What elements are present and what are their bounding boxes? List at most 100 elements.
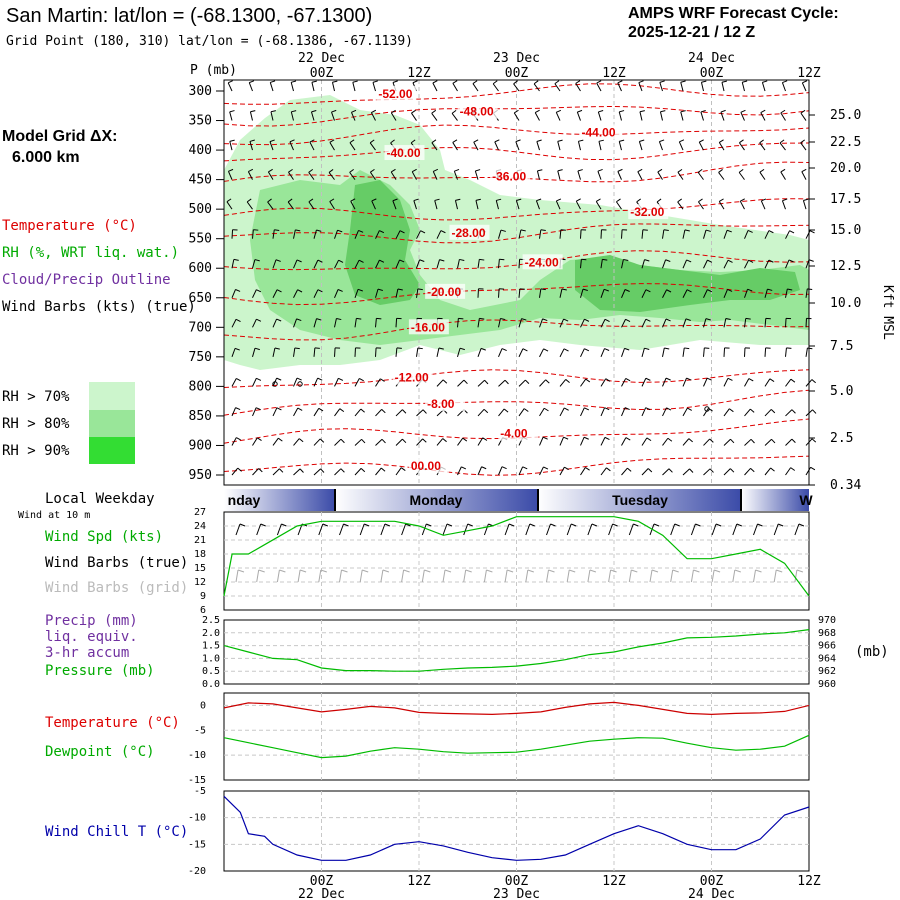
wind-barb [226, 198, 233, 210]
barb-flag [760, 109, 766, 114]
barb-staff [744, 259, 750, 269]
grid-barb [504, 569, 508, 583]
barb-staff [662, 468, 670, 476]
wind-barb [352, 80, 358, 92]
barb-flag [617, 80, 623, 84]
barb-staff [621, 467, 628, 476]
isotherm-line [223, 283, 810, 306]
barb-flag [665, 377, 671, 381]
barb-flag [336, 318, 342, 321]
barb-flag [329, 139, 335, 143]
wind-barb [334, 289, 343, 298]
barb-flag [698, 198, 703, 203]
legend-wind-barbs-grid: Wind Barbs (grid) [45, 580, 188, 596]
barb-flag [391, 109, 396, 114]
barb-staff [618, 111, 622, 121]
barb-staff [785, 230, 791, 239]
barb-flag [540, 229, 546, 232]
height-tick-label: 25.0 [830, 108, 861, 123]
wind-barb [267, 198, 274, 210]
barb-flag [597, 168, 603, 172]
barb-flag [665, 318, 671, 322]
barb-staff [269, 82, 274, 92]
barb-staff [598, 141, 602, 151]
wind-barb [744, 438, 755, 446]
barb-staff [785, 467, 792, 476]
barb-flag [561, 288, 567, 291]
wind-barb [452, 80, 458, 92]
barb-flag [276, 407, 282, 411]
barb-staff [518, 318, 522, 328]
surface-barb [753, 523, 758, 536]
barb-staff [723, 378, 729, 387]
barb-staff [580, 288, 584, 298]
barb-staff [231, 437, 237, 446]
barb-flag [709, 438, 714, 443]
barb-staff [780, 171, 786, 180]
panel-tick-label: -20 [188, 866, 206, 877]
surface-barb-flag [467, 523, 473, 527]
barb-flag [659, 80, 665, 83]
barb-flag [338, 377, 344, 381]
barb-staff [231, 259, 235, 269]
barb-staff [453, 171, 458, 180]
wind-barb [375, 259, 385, 269]
wind-barb [416, 438, 427, 446]
barb-staff [723, 408, 730, 417]
wind-barb [580, 348, 590, 358]
barb-flag [791, 409, 796, 414]
barb-staff [354, 318, 357, 328]
barb-staff [559, 436, 564, 446]
wind-barb [638, 139, 645, 151]
barb-staff [308, 172, 315, 180]
barb-flag [296, 377, 302, 381]
surface-barb-flag [322, 523, 328, 527]
precip-tick-label: 1.0 [202, 653, 220, 664]
wind-barb [580, 467, 590, 476]
wind-barb [682, 259, 692, 269]
wind-barb [375, 347, 382, 357]
wind-barb [703, 229, 711, 239]
wind-barb [334, 318, 342, 328]
barb-flag [727, 259, 733, 263]
barb-staff [436, 259, 440, 269]
isotherm-label: -52.00 [378, 87, 412, 101]
height-tick-label: 5.0 [830, 384, 853, 399]
barb-flag [380, 378, 385, 382]
barb-flag [665, 259, 671, 262]
wind-barb [764, 230, 774, 239]
barb-flag [770, 409, 776, 414]
barb-flag [410, 139, 416, 144]
wind-barb [313, 407, 324, 417]
barb-staff [764, 230, 770, 239]
wind-barb [354, 378, 364, 387]
wind-barb [662, 468, 673, 476]
barb-flag [768, 259, 774, 263]
grid-point-label: Grid Point (180, 310) lat/lon = (-68.138… [6, 34, 413, 49]
barb-staff [227, 171, 233, 180]
grid-barb [525, 569, 529, 583]
grid-barb-flag [589, 569, 597, 573]
wind-barb [781, 198, 788, 210]
wind-barb [477, 408, 489, 417]
barb-flag [788, 259, 794, 263]
barb-flag [370, 168, 375, 173]
precip-tick-label: 2.0 [202, 628, 220, 639]
wind-barb [498, 288, 505, 298]
barb-staff [698, 141, 704, 151]
panel-tick-label: -10 [188, 813, 206, 824]
barb-flag [256, 289, 262, 293]
barb-flag [473, 139, 479, 143]
barb-staff [703, 468, 711, 476]
barb-flag [501, 466, 507, 470]
wind-barb [477, 347, 486, 358]
wind-barb [785, 259, 794, 269]
bottom-time-axis: 00Z 12Z 00Z 12Z 00Z 12Z 22 Dec 23 Dec 24 Dec [298, 874, 821, 900]
wind-barb [247, 168, 254, 180]
wind-barb [780, 168, 786, 180]
barb-flag [812, 409, 817, 414]
barb-staff [370, 112, 376, 121]
wind-barb [739, 198, 745, 210]
wind-barb [539, 229, 546, 239]
